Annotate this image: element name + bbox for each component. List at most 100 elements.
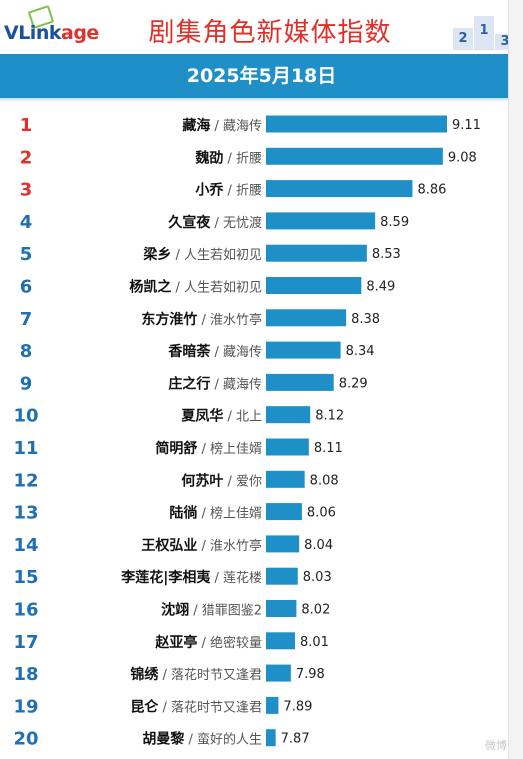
row-label: 小乔 / 折腰 [195,182,262,199]
data-bar [266,373,334,391]
vlinkage-logo: VLinkage [4,5,116,46]
role-name: 赵亚亭 [154,634,197,651]
rank-number: 16 [13,600,38,621]
data-bar [266,696,279,714]
role-name: 久宣夜 [167,214,211,231]
row-label: 赵亚亭 / 绝密较量 [154,634,262,651]
value-label: 8.12 [315,409,344,424]
role-name: 何苏叶 [181,472,223,489]
data-bar [266,503,302,521]
value-label: 7.98 [296,667,325,682]
row-label: 昆仑 / 落花时节又逢君 [130,698,262,715]
value-label: 8.86 [417,183,446,198]
rank-number: 13 [13,503,38,524]
drama-name: / 落花时节又逢君 [158,699,262,715]
drama-name: / 藏海传 [210,119,262,134]
value-label: 9.08 [448,150,477,165]
role-name: 简明舒 [155,440,197,457]
drama-name: / 蛮好的人生 [184,732,262,748]
data-bar [266,115,447,133]
value-label: 7.89 [283,699,312,714]
row-label: 何苏叶 / 爱你 [181,472,262,489]
rank-number: 7 [20,309,33,330]
row-label: 锦绣 / 落花时节又逢君 [130,666,262,683]
rank-number: 9 [20,373,33,394]
row-label: 久宣夜 / 无忧渡 [167,214,262,231]
value-label: 8.06 [307,506,336,521]
rank-number: 2 [20,147,33,168]
data-bar [266,180,413,198]
drama-name: / 榜上佳婿 [197,506,262,522]
role-name: 藏海 [182,117,210,134]
role-name: 杨凯之 [129,279,171,296]
value-label: 7.87 [281,732,310,747]
value-label: 8.11 [314,441,343,456]
drama-name: / 榜上佳婿 [197,441,262,457]
drama-name: / 折腰 [223,151,262,166]
drama-name: / 人生若如初见 [171,247,262,263]
value-label: 8.08 [310,473,339,488]
rank-number: 11 [13,438,38,459]
row-label: 陆徜 / 榜上佳婿 [169,505,262,522]
data-bar [266,147,443,165]
row-label: 藏海 / 藏海传 [182,117,262,134]
rank-number: 18 [13,664,38,685]
value-label: 8.03 [303,570,332,585]
drama-name: / 北上 [223,410,262,425]
data-bar [266,535,300,553]
role-name: 沈翊 [161,602,189,619]
row-label: 夏凤华 / 北上 [181,408,262,425]
rank-number: 5 [20,244,33,265]
row-label: 李莲花|李相夷 / 莲花楼 [120,569,262,586]
data-bar [266,277,362,294]
rank-number: 14 [13,535,38,556]
role-name: 李莲花|李相夷 [120,569,211,586]
value-label: 8.38 [351,312,380,327]
value-label: 8.02 [301,603,330,618]
row-label: 胡曼黎 / 蛮好的人生 [142,731,262,748]
data-bar [266,438,309,456]
value-label: 8.49 [366,280,395,295]
row-label: 沈翊 / 猎罪图鉴2 [161,602,262,619]
role-name: 胡曼黎 [142,731,184,748]
row-label: 东方淮竹 / 淮水竹亭 [141,311,262,328]
watermark: 微博 [485,739,507,752]
date-banner: 2025年5月18日 [0,54,523,98]
data-bar [266,244,367,262]
role-name: 夏凤华 [181,408,223,425]
rank-number: 15 [13,567,38,588]
role-name: 庄之行 [168,375,210,392]
drama-name: / 人生若如初见 [171,280,262,296]
data-bar [266,470,305,488]
drama-name: / 绝密较量 [197,635,262,651]
logo-suffix: age [61,22,99,44]
drama-name: / 藏海传 [210,345,262,360]
row-label: 王权弘业 / 淮水竹亭 [141,537,262,554]
value-label: 8.34 [346,344,375,359]
value-label: 8.29 [339,376,368,391]
role-name: 昆仑 [130,698,159,715]
role-name: 香暗荼 [167,343,211,360]
data-bar [266,212,376,230]
row-label: 魏劭 / 折腰 [194,149,262,166]
rank-number: 1 [20,115,33,136]
value-label: 8.04 [304,538,333,553]
role-name: 王权弘业 [141,537,197,554]
logo-prefix: VLink [4,22,62,44]
drama-name: / 无忧渡 [210,215,262,231]
row-label: 杨凯之 / 人生若如初见 [129,279,262,296]
role-name: 陆徜 [169,505,197,522]
drama-name: / 落花时节又逢君 [158,667,262,683]
data-bar [266,729,276,747]
banner-shadow [0,98,523,102]
role-name: 东方淮竹 [141,311,197,328]
logo-wordmark: VLinkage [4,22,99,44]
rank-number: 6 [20,277,33,298]
rank-number: 10 [13,406,38,427]
role-name: 梁乡 [142,246,171,263]
value-label: 9.11 [452,118,481,133]
data-bar [266,664,291,682]
rank-number: 19 [13,696,38,717]
right-edge-strip [508,0,523,759]
row-label: 简明舒 / 榜上佳婿 [155,440,262,457]
